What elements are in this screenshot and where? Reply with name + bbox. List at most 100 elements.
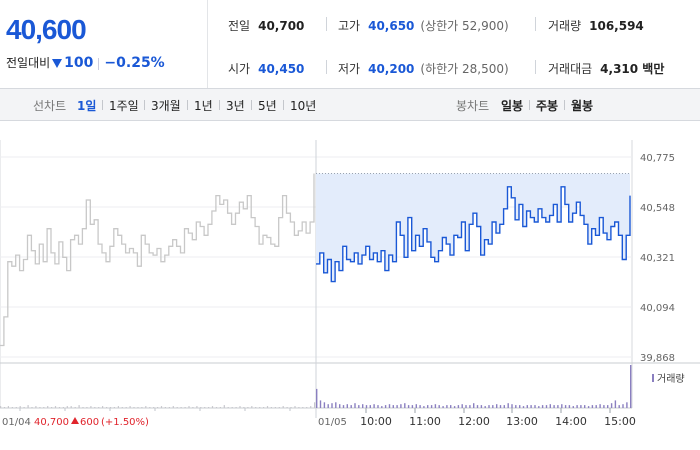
trade-value-stat: 거래대금 4,310 백만	[548, 60, 664, 77]
price-chart: 40,775 40,548 40,321 40,094 39,868 거래량 01/04 40…	[0, 140, 700, 428]
today-volume-bar	[587, 406, 590, 408]
today-volume-bar	[419, 405, 421, 408]
x-tick-label-prev-date: 01/04	[2, 417, 31, 428]
y-tick-label: 40,321	[640, 253, 675, 264]
prev-day-volume-bar	[15, 407, 17, 408]
prev-day-volume-bar	[47, 406, 49, 408]
divider	[283, 100, 284, 110]
volume-legend-swatch	[652, 374, 654, 382]
prev-day-volume-bar	[231, 407, 233, 408]
volume-label: 거래량	[548, 19, 582, 33]
prev-day-volume-bar	[204, 407, 206, 408]
open-value: 40,450	[258, 62, 305, 76]
prev-day-volume-bar	[54, 406, 57, 408]
tab-weekly-candle[interactable]: 주봉	[536, 99, 559, 113]
prev-day-volume-bar	[247, 407, 249, 408]
today-volume-bar	[384, 405, 387, 408]
upper-limit: (상한가 52,900)	[420, 19, 509, 33]
prev-day-volume-bar	[23, 407, 25, 408]
prev-day-change: 600	[80, 417, 99, 428]
tab-1-year[interactable]: 1년	[194, 99, 213, 113]
prev-day-volume-bar	[121, 407, 123, 408]
divider	[326, 60, 327, 74]
today-volume-bar	[438, 405, 440, 408]
today-volume-bar	[507, 403, 509, 408]
today-volume-bar	[323, 402, 326, 408]
prev-day-volume-bar	[192, 407, 194, 408]
prev-day-volume-bar	[82, 407, 84, 408]
today-volume-bar	[541, 405, 544, 408]
today-volume-bar	[480, 405, 483, 408]
today-volume-bar	[584, 405, 586, 408]
prev-day-volume-bar	[176, 407, 178, 408]
today-volume-bar	[465, 405, 467, 408]
prev-day-volume-bar	[298, 407, 300, 408]
today-volume-bar	[549, 404, 551, 408]
candle-chart-label: 봉차트	[456, 99, 490, 113]
x-tick-label-today-date: 01/05	[318, 417, 347, 428]
today-volume-bar	[607, 405, 609, 408]
open-stat: 시가 40,450	[228, 60, 304, 77]
prev-day-volume-bar	[263, 407, 265, 408]
tab-3-months[interactable]: 3개월	[151, 99, 181, 113]
today-volume-bar	[407, 405, 410, 408]
volume-legend-label: 거래량	[657, 373, 685, 385]
today-volume-bar	[545, 405, 548, 408]
prev-day-volume-bar	[208, 407, 210, 408]
divider	[564, 100, 565, 110]
prev-day-volume-bar	[278, 407, 280, 408]
divider	[535, 60, 536, 74]
prev-day-volume-bar	[70, 406, 72, 408]
today-volume-bar	[423, 406, 425, 408]
today-volume-bar	[400, 404, 402, 408]
today-volume-bar	[446, 405, 448, 408]
divider	[326, 17, 327, 31]
prev-day-volume-bar	[180, 407, 182, 408]
divider	[535, 17, 536, 31]
divider	[144, 100, 145, 110]
prev-day-volume-bar	[133, 407, 135, 408]
prev-day-volume-bar	[109, 407, 112, 408]
today-volume-bar	[519, 405, 521, 408]
x-tick-label: 11:00	[409, 415, 441, 428]
today-volume-bar	[469, 405, 471, 408]
prev-day-volume-bar	[255, 407, 257, 408]
today-volume-bar	[404, 403, 406, 408]
today-volume-bar	[553, 405, 555, 408]
y-tick-label: 40,548	[640, 203, 675, 214]
today-volume-bar	[591, 405, 594, 408]
prev-day-volume-bar	[125, 407, 127, 408]
tab-3-years[interactable]: 3년	[226, 99, 245, 113]
prev-day-volume-bar	[106, 407, 108, 408]
divider	[529, 100, 530, 110]
prev-day-volume-bar	[137, 407, 139, 408]
high-label: 고가	[338, 19, 361, 33]
high-value: 40,650	[368, 19, 415, 33]
today-area-fill	[316, 173, 630, 282]
prev-close-label: 전일	[228, 19, 251, 33]
tab-1-week[interactable]: 1주일	[109, 99, 139, 113]
today-volume-bar	[488, 405, 490, 408]
prev-day-price-line	[0, 173, 315, 347]
current-price: 40,600	[6, 14, 87, 45]
x-tick-label: 13:00	[506, 415, 538, 428]
today-volume-bar	[453, 406, 456, 408]
lower-limit: (하한가 28,500)	[420, 62, 509, 76]
prev-day-volume-bar	[7, 406, 9, 408]
tab-5-years[interactable]: 5년	[258, 99, 277, 113]
today-volume-bar	[564, 405, 567, 408]
tab-1-day[interactable]: 1일	[77, 99, 97, 113]
up-triangle-icon	[71, 417, 79, 424]
prev-day-volume-bar	[243, 407, 245, 408]
prev-day-volume-bar	[141, 407, 143, 408]
today-volume-bar	[561, 404, 563, 408]
prev-day-volume-bar	[51, 407, 53, 408]
x-tick-label: 12:00	[458, 415, 490, 428]
tab-monthly-candle[interactable]: 월봉	[571, 99, 594, 113]
tab-10-years[interactable]: 10년	[290, 99, 317, 113]
prev-day-volume-bar	[235, 407, 237, 408]
prev-day-volume-bar	[153, 407, 155, 408]
prev-day-close: 40,700	[34, 417, 69, 428]
today-volume-bar	[354, 403, 356, 408]
tab-daily-candle[interactable]: 일봉	[501, 99, 524, 113]
